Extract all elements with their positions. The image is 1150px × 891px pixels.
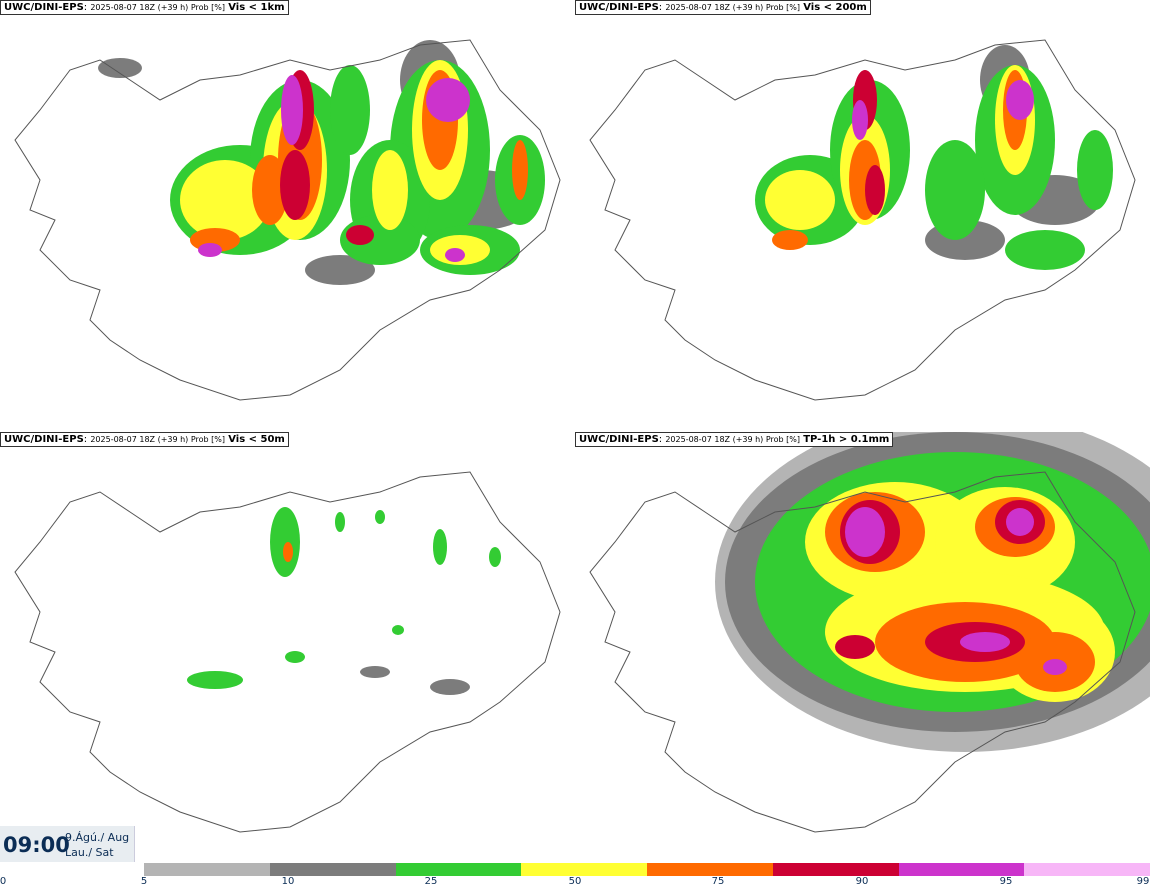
color-bar-segment — [898, 863, 1025, 876]
color-bar-segment — [395, 863, 522, 876]
color-bar-tick-label: 50 — [568, 876, 582, 887]
color-bar-segment — [772, 863, 899, 876]
valid-time-box: 09:00 9.Ágú./ Aug Lau./ Sat — [0, 826, 135, 862]
valid-date-weekday: Lau./ Sat — [65, 846, 114, 859]
color-bar-tick-label: 25 — [424, 876, 438, 887]
map-panel-vis-1km[interactable]: UWC/DINI-EPS: 2025-08-07 18Z (+39 h) Pro… — [0, 0, 575, 432]
color-bar — [144, 863, 1150, 876]
color-bar-segment — [144, 863, 270, 876]
panel-title: UWC/DINI-EPS: 2025-08-07 18Z (+39 h) Pro… — [575, 0, 871, 15]
iceland-map — [14, 471, 561, 833]
map-panel-vis-50m[interactable]: UWC/DINI-EPS: 2025-08-07 18Z (+39 h) Pro… — [0, 432, 575, 864]
map-panel-vis-200m[interactable]: UWC/DINI-EPS: 2025-08-07 18Z (+39 h) Pro… — [575, 0, 1150, 432]
iceland-map — [589, 432, 1150, 833]
valid-date-day: 9.Ágú./ Aug — [65, 831, 130, 844]
panel-title: UWC/DINI-EPS: 2025-08-07 18Z (+39 h) Pro… — [575, 432, 894, 447]
color-bar-tick-label: 90 — [855, 876, 869, 887]
color-bar-tick-label: 99 — [1136, 876, 1150, 887]
color-bar-segment — [1024, 863, 1150, 876]
color-bar-tick-label: 10 — [281, 876, 295, 887]
color-bar-segment — [269, 863, 396, 876]
panel-title: UWC/DINI-EPS: 2025-08-07 18Z (+39 h) Pro… — [0, 0, 289, 15]
iceland-map — [589, 39, 1136, 401]
color-bar-ticks: 0 5 10 25 50 75 90 95 99 — [0, 876, 1150, 891]
color-bar-tick-label: 0 — [0, 876, 7, 887]
color-bar-segment — [521, 863, 647, 876]
color-bar-tick-label: 5 — [140, 876, 148, 887]
iceland-map — [14, 39, 561, 401]
map-panel-tp-1h[interactable]: UWC/DINI-EPS: 2025-08-07 18Z (+39 h) Pro… — [575, 432, 1150, 864]
panel-title: UWC/DINI-EPS: 2025-08-07 18Z (+39 h) Pro… — [0, 432, 289, 447]
color-bar-segment — [647, 863, 773, 876]
valid-time: 09:00 — [3, 833, 70, 857]
color-bar-tick-label: 95 — [999, 876, 1013, 887]
color-bar-tick-label: 75 — [711, 876, 725, 887]
